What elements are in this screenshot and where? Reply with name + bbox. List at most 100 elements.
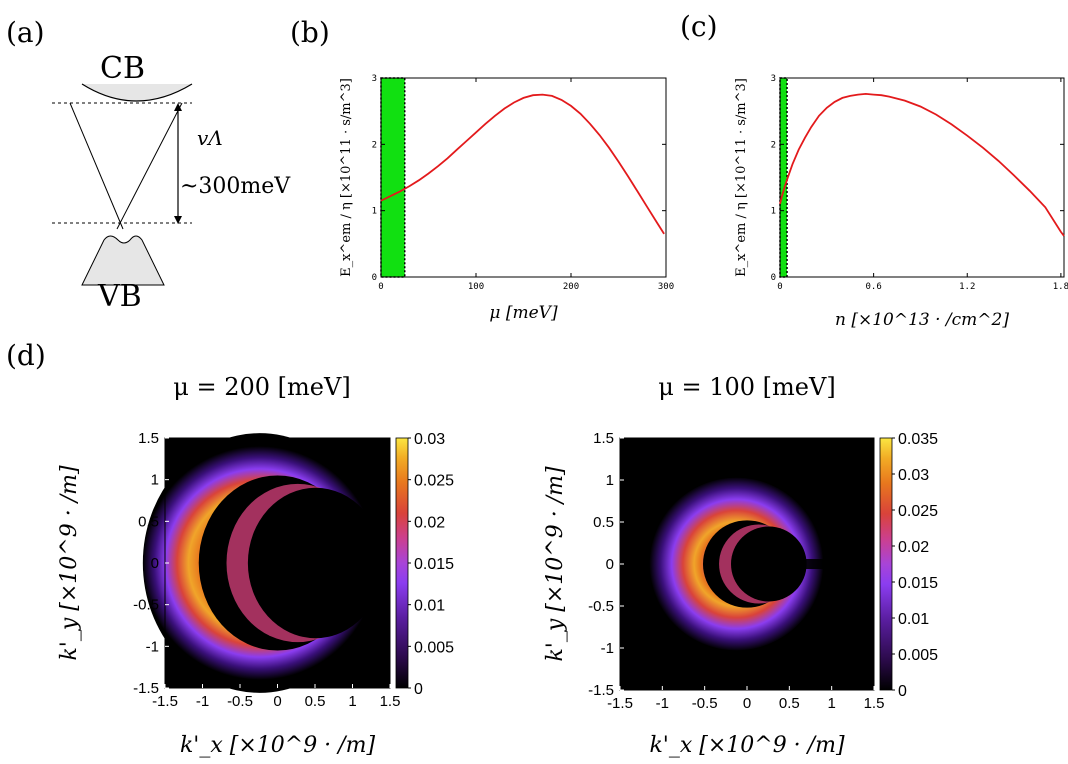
chart-c: 0 0.6 1.2 1.8 0 1 2 3 n [×10^13 · /cm^2] E_x^em /… xyxy=(734,74,1068,330)
x-tick-label: -0.5 xyxy=(692,695,718,712)
y-tick-label: 2 xyxy=(372,140,377,150)
colorbar-tick-label: 0.01 xyxy=(414,598,445,615)
heatmap-right: -1.5-1.5 -1 -1 -0.5 -0.5 0 0 0.5 0.5 1 1 1.5 1.5 0 0.0… xyxy=(543,373,938,758)
dirac-cone-left xyxy=(69,102,124,230)
inner-dark-disk xyxy=(730,526,807,602)
y-tick-label: 1 xyxy=(606,472,614,489)
x-tick-label: 1 xyxy=(348,693,356,710)
x-tick-label: 0 xyxy=(777,282,782,292)
x-tick-label: 0.5 xyxy=(305,693,326,710)
y-tick-label: 0.5 xyxy=(138,513,159,530)
colorbar-tick-label: 0 xyxy=(898,683,907,700)
x-tick-label: 1.8 xyxy=(1053,282,1068,292)
chart-b: 0 100 200 300 0 1 2 3 μ [meV] E_x^em / η [×10^11 … xyxy=(339,74,674,323)
conduction-band-edge xyxy=(81,83,193,102)
y-tick-label: 1 xyxy=(372,207,377,217)
y-tick-label: 1.5 xyxy=(138,430,159,447)
x-tick-label: 0.5 xyxy=(779,695,800,712)
y-tick-label: 0 xyxy=(372,273,377,283)
gap-label: ~300meV xyxy=(180,174,291,199)
colorbar-tick-label: 0.005 xyxy=(898,647,938,664)
colorbar-tick-label: 0.02 xyxy=(898,539,929,556)
y-tick-label: -1.5 xyxy=(588,682,614,699)
y-tick-label: 0 xyxy=(151,555,159,572)
y-tick-label: -1 xyxy=(601,640,614,657)
panel-label-a: (a) xyxy=(6,16,45,49)
dirac-cone-right xyxy=(116,102,183,230)
y-axis-label: E_x^em / η [×10^11 · s/m^3] xyxy=(339,78,354,277)
y-tick-label: 2 xyxy=(771,140,776,150)
inner-dark-disk xyxy=(247,487,384,639)
x-tick-label: 0 xyxy=(378,282,383,292)
y-tick-label: -1.5 xyxy=(133,680,159,697)
panel-label-b: (b) xyxy=(290,16,330,49)
cb-label: CB xyxy=(100,51,145,86)
y-axis-label: E_x^em / η [×10^11 · s/m^3] xyxy=(734,78,749,277)
y-tick-label: 0 xyxy=(771,273,776,283)
y-tick-label: 1 xyxy=(151,472,159,489)
x-tick-label: 1.5 xyxy=(380,693,401,710)
y-tick-label: -0.5 xyxy=(588,598,614,615)
gap-arrow-head-down xyxy=(174,216,182,224)
colorbar-tick-label: 0.01 xyxy=(898,611,929,628)
colorbar-tick-label: 0.005 xyxy=(414,639,454,656)
x-tick-label: -1.5 xyxy=(607,695,633,712)
x-tick-label: 200 xyxy=(563,282,579,292)
y-tick-label: -0.5 xyxy=(133,597,159,614)
colorbar-tick-label: 0.015 xyxy=(414,556,454,573)
y-tick-label: 1.5 xyxy=(593,430,614,447)
band-diagram: CB VB vΛ ~300meV xyxy=(52,51,291,314)
x-tick-label: 0.6 xyxy=(865,282,881,292)
colorbar-tick-label: 0.025 xyxy=(898,503,938,520)
x-tick-label: 100 xyxy=(468,282,484,292)
y-tick-label: 1 xyxy=(771,207,776,217)
y-tick-label: 0 xyxy=(606,556,614,573)
heatmap-left: -1.5-1.5 -1 -1 -0.5 -0.5 0 0 0.5 0.5 1 1 1.5 1.5 0 0.0… xyxy=(57,373,454,758)
gap-arrow-head-up xyxy=(174,103,182,111)
x-tick-label: -0.5 xyxy=(227,693,253,710)
x-axis-label: k'_x [×10^9 · /m] xyxy=(649,733,844,758)
plot-frame xyxy=(779,77,1065,278)
x-tick-label: 0 xyxy=(743,695,751,712)
colorbar-tick-label: 0.02 xyxy=(414,514,445,531)
shaded-region xyxy=(779,77,788,278)
colorbar-tick-label: 0.015 xyxy=(898,575,938,592)
colorbar-tick-label: 0.025 xyxy=(414,473,454,490)
map-title: μ = 200 [meV] xyxy=(173,373,350,401)
series-line xyxy=(380,93,665,235)
valence-band-shape xyxy=(81,235,165,286)
colorbar-tick-label: 0.03 xyxy=(414,431,445,448)
x-axis-label: n [×10^13 · /cm^2] xyxy=(835,310,1009,330)
dark-axis-tail xyxy=(747,559,874,569)
map-title: μ = 100 [meV] xyxy=(658,373,835,401)
x-tick-label: 1.2 xyxy=(959,282,975,292)
x-tick-label: -1 xyxy=(196,693,209,710)
colorbar xyxy=(879,437,893,691)
vb-label: VB xyxy=(97,279,142,314)
panel-label-d: (d) xyxy=(6,339,46,372)
x-tick-label: 0 xyxy=(273,693,281,710)
x-tick-label: 300 xyxy=(658,282,674,292)
colorbar-tick-label: 0.03 xyxy=(898,467,929,484)
y-tick-label: 3 xyxy=(372,74,377,84)
colorbar xyxy=(395,437,409,689)
x-tick-label: 1 xyxy=(827,695,835,712)
colorbar-tick-label: 0 xyxy=(414,681,423,698)
x-axis-label: k'_x [×10^9 · /m] xyxy=(180,733,375,758)
series-line xyxy=(779,92,1065,237)
y-axis-label: k'_y [×10^9 · /m] xyxy=(57,465,82,660)
y-tick-label: -1 xyxy=(146,638,159,655)
plot-frame xyxy=(380,77,667,278)
shaded-region xyxy=(380,77,406,278)
colorbar-tick-label: 0.035 xyxy=(898,431,938,448)
y-axis-label: k'_y [×10^9 · /m] xyxy=(543,466,568,661)
x-axis-label: μ [meV] xyxy=(489,303,558,323)
y-tick-label: 0.5 xyxy=(593,514,614,531)
x-tick-label: -1 xyxy=(656,695,669,712)
y-tick-label: 3 xyxy=(771,74,776,84)
x-tick-label: 1.5 xyxy=(864,695,885,712)
panel-label-c: (c) xyxy=(680,10,718,43)
x-tick-label: -1.5 xyxy=(152,693,178,710)
